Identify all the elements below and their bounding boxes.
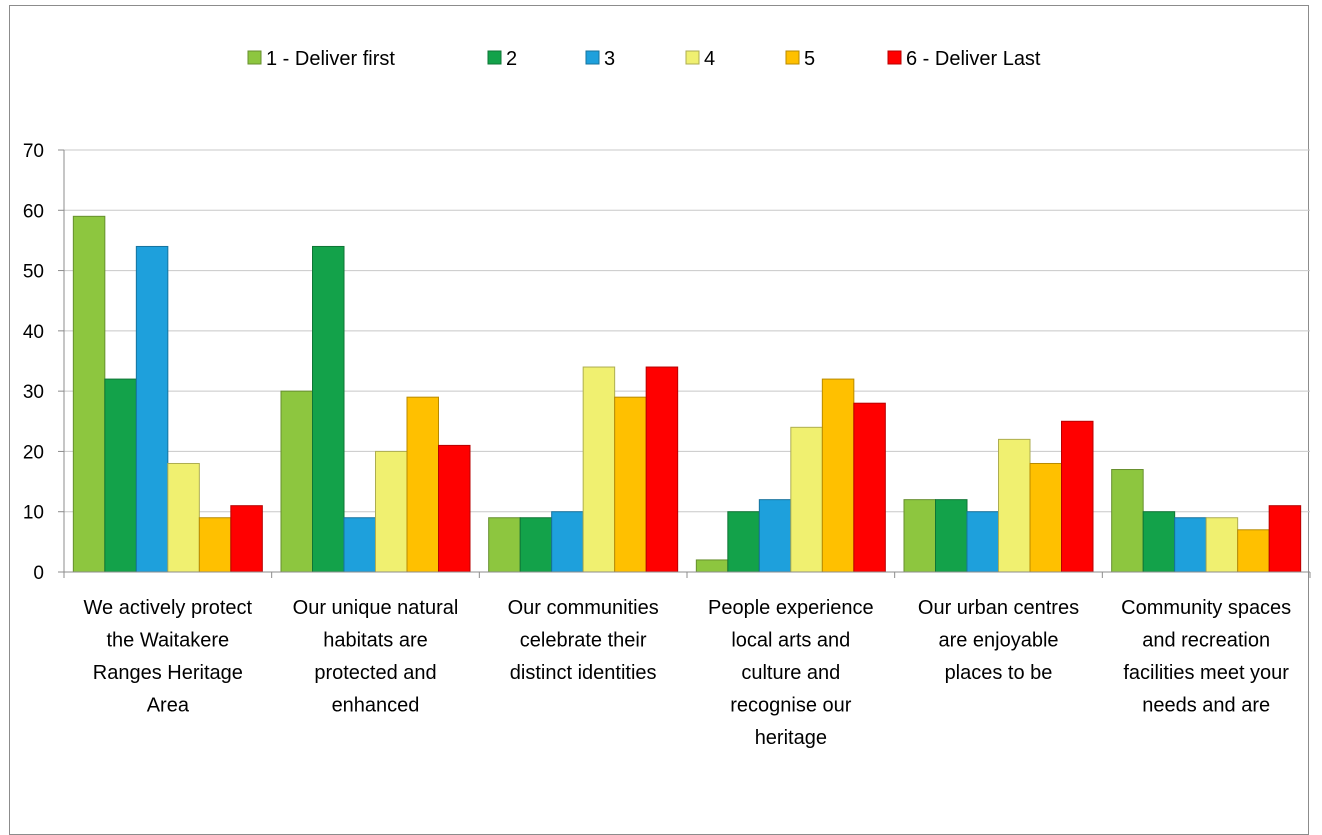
category-label-line: culture and	[741, 662, 840, 684]
category-label-line: Community spaces	[1121, 597, 1291, 619]
category-label-line: habitats are	[323, 630, 428, 652]
category-label: Community spaces and recreation facilities…	[1121, 597, 1291, 717]
category-labels: We actively protect the Waitakere Ranges H…	[84, 597, 1292, 749]
legend-swatch	[685, 50, 700, 65]
bar-5-cat-5	[1029, 462, 1062, 573]
bar-4-cat-4	[790, 426, 823, 573]
y-tick-label: 40	[23, 322, 44, 343]
y-tick-label: 20	[23, 442, 44, 463]
legend-label: 5	[804, 48, 815, 70]
legend-swatch	[887, 50, 902, 65]
legend-label: 2	[506, 48, 517, 70]
bar-3-cat-4	[758, 499, 792, 573]
category-label: People experience local arts and culture a…	[708, 597, 874, 749]
bar-1-cat-4	[695, 559, 729, 573]
bar-5-cat-6	[1237, 529, 1270, 573]
category-label-line: enhanced	[332, 695, 420, 717]
y-tick-label: 50	[23, 262, 44, 283]
bar-3-cat-1	[135, 245, 169, 573]
bars	[72, 215, 1302, 573]
bar-6-cat-5	[1061, 420, 1094, 573]
bar-chart: 0 10 20 30 40 50 60 70 We actively protect the W…	[23, 48, 1311, 749]
category-label-line: protected and	[314, 662, 436, 684]
legend: 1 - Deliver first 2 3 4 5 6 - Deliver Last	[247, 48, 1041, 70]
bar-4-cat-2	[375, 450, 408, 573]
bar-1-cat-6	[1111, 469, 1144, 573]
category-label-line: heritage	[755, 727, 827, 749]
bar-2-cat-6	[1142, 511, 1176, 573]
bar-3-cat-3	[551, 511, 584, 573]
category-label-line: are enjoyable	[938, 630, 1058, 652]
bar-5-cat-4	[821, 378, 855, 573]
legend-label: 6 - Deliver Last	[906, 48, 1041, 70]
bar-1-cat-1	[72, 215, 106, 573]
bar-1-cat-2	[280, 390, 313, 573]
legend-label: 3	[604, 48, 615, 70]
category-label-line: the Waitakere	[107, 630, 230, 652]
category-label-line: facilities meet your	[1123, 662, 1289, 684]
bar-2-cat-4	[727, 511, 760, 573]
bar-4-cat-5	[998, 438, 1031, 573]
category-label-line: Area	[147, 695, 190, 717]
category-label-line: needs and are	[1142, 695, 1270, 717]
bar-2-cat-1	[104, 378, 137, 573]
legend-label: 4	[704, 48, 715, 70]
y-tick-labels: 0 10 20 30 40 50 60 70	[23, 141, 44, 584]
y-tick-label: 10	[23, 503, 44, 524]
bar-2-cat-3	[519, 517, 553, 573]
bar-5-cat-3	[614, 396, 647, 573]
axes	[58, 149, 1311, 578]
category-label: Our communities celebrate their distinct i…	[508, 597, 659, 684]
bar-4-cat-6	[1205, 517, 1239, 573]
bar-6-cat-2	[438, 444, 471, 573]
category-label: Our urban centres are enjoyable places to …	[918, 597, 1079, 684]
bar-2-cat-5	[935, 499, 968, 573]
bar-5-cat-1	[198, 517, 232, 573]
bar-3-cat-6	[1174, 517, 1207, 573]
category-label-line: places to be	[945, 662, 1053, 684]
bar-1-cat-5	[903, 499, 936, 573]
bar-1-cat-3	[488, 517, 521, 573]
category-label-line: Ranges Heritage	[93, 662, 243, 684]
category-label-line: We actively protect	[84, 597, 253, 619]
bar-3-cat-2	[343, 517, 376, 573]
legend-swatch	[585, 50, 600, 65]
bar-4-cat-3	[582, 366, 616, 573]
y-tick-label: 60	[23, 201, 44, 222]
category-label-line: Our urban centres	[918, 597, 1079, 619]
category-label-line: Our communities	[508, 597, 659, 619]
y-tick-label: 30	[23, 382, 44, 403]
legend-swatch	[785, 50, 800, 65]
bar-3-cat-5	[966, 511, 999, 573]
bar-6-cat-1	[230, 505, 263, 573]
category-label-line: People experience	[708, 597, 874, 619]
legend-label: 1 - Deliver first	[266, 48, 395, 70]
category-label-line: recognise our	[730, 695, 852, 717]
y-tick-label: 70	[23, 141, 44, 162]
category-label-line: distinct identities	[510, 662, 657, 684]
legend-swatch	[487, 50, 502, 65]
category-label-line: and recreation	[1142, 630, 1270, 652]
category-label-line: celebrate their	[520, 630, 647, 652]
bar-6-cat-6	[1268, 505, 1302, 573]
y-tick-label: 0	[33, 563, 44, 584]
bar-4-cat-1	[167, 462, 200, 573]
bar-6-cat-4	[853, 402, 886, 573]
category-label: We actively protect the Waitakere Ranges H…	[84, 597, 253, 717]
category-label-line: local arts and	[731, 630, 850, 652]
legend-swatch	[247, 50, 262, 65]
category-label: Our unique natural habitats are protected …	[293, 597, 459, 717]
bar-5-cat-2	[406, 396, 439, 573]
bar-2-cat-2	[312, 245, 345, 573]
bar-6-cat-3	[645, 366, 679, 573]
category-label-line: Our unique natural	[293, 597, 459, 619]
